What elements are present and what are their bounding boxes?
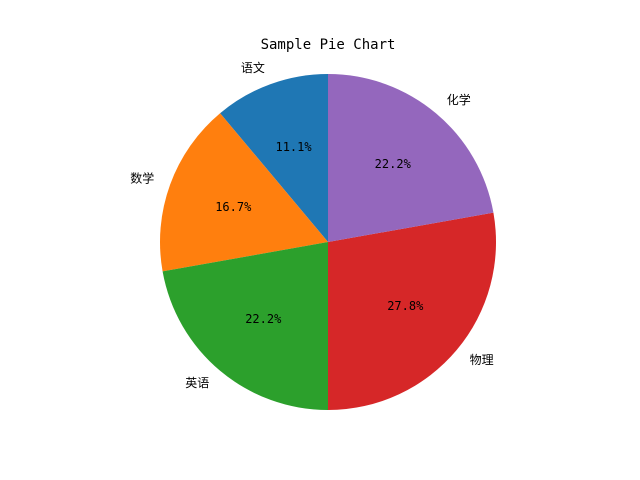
pie-percent-labels: 11.1% 16.7% 22.2% 27.8% 22.2% <box>215 140 424 326</box>
pie-slice-1 <box>220 74 328 242</box>
pie-category-label-3: 英语 <box>185 376 209 390</box>
chart-title: Sample Pie Chart <box>261 37 396 53</box>
pie-slice-5 <box>328 74 494 242</box>
pie-category-label-1: 语文 <box>241 60 265 75</box>
pie-category-label-2: 数学 <box>130 170 154 185</box>
pie-slice-2 <box>159 113 328 272</box>
pie-category-label-5: 化学 <box>447 92 471 107</box>
pie-percent-label-2: 16.7% <box>215 200 252 214</box>
pie-slices <box>159 74 497 410</box>
pie-percent-label-1: 11.1% <box>275 140 312 154</box>
pie-percent-label-5: 22.2% <box>375 157 412 171</box>
pie-percent-label-3: 22.2% <box>245 312 282 326</box>
pie-slice-3 <box>162 242 328 410</box>
pie-slice-4 <box>328 212 497 410</box>
pie-percent-label-4: 27.8% <box>387 299 424 313</box>
pie-category-label-4: 物理 <box>470 353 494 367</box>
